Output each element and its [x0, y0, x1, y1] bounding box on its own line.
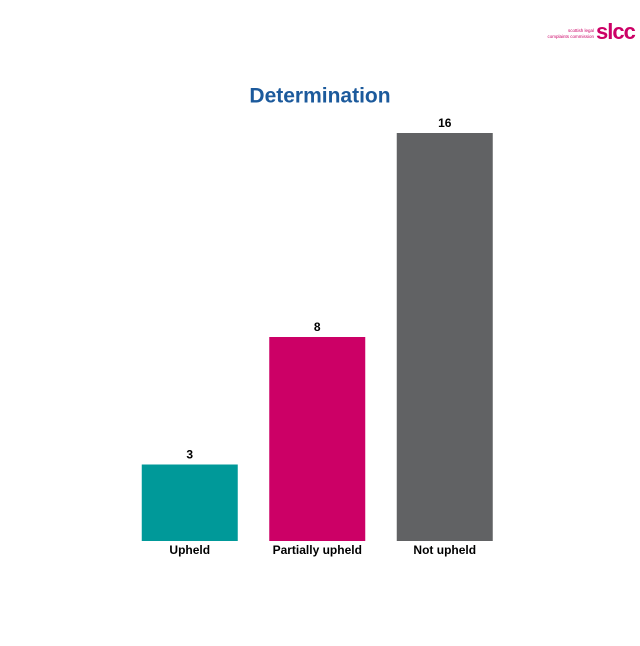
logo-line: complaints commission	[547, 34, 594, 39]
logo-line: scottish legal	[568, 28, 594, 33]
bar	[396, 133, 493, 541]
data-label: 8	[314, 320, 321, 334]
logo: scottish legal complaints commission slc…	[547, 19, 636, 44]
logo-mark: slcc	[596, 19, 636, 44]
chart-title: Determination	[249, 85, 390, 108]
x-tick-label: Partially upheld	[273, 543, 362, 557]
data-label: 16	[438, 116, 452, 130]
bar	[141, 464, 238, 541]
bar	[269, 337, 366, 541]
x-tick-label: Not upheld	[413, 543, 476, 557]
data-label: 3	[186, 448, 193, 462]
x-tick-label: Upheld	[169, 543, 210, 557]
